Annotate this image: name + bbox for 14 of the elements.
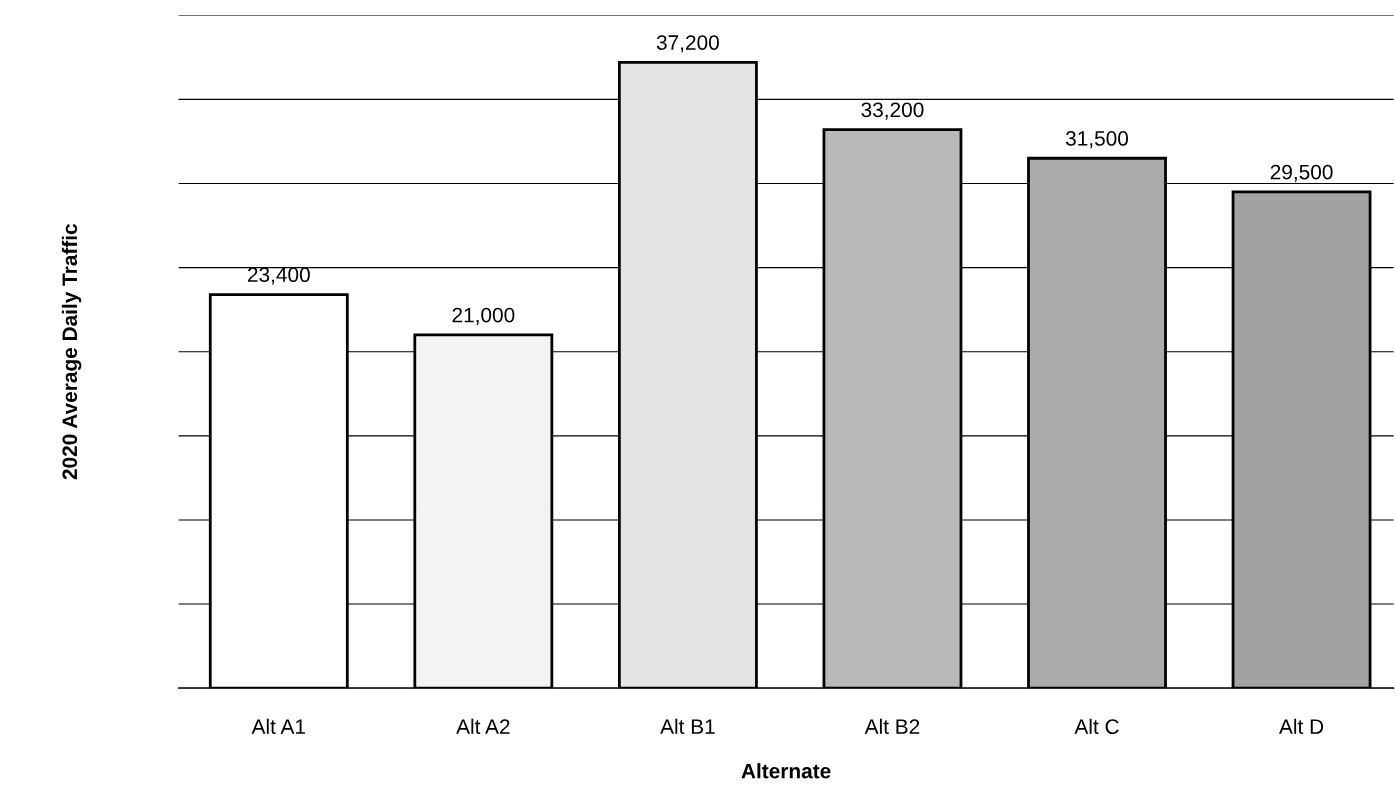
data-label: 21,000 bbox=[452, 307, 515, 325]
data-label: 33,200 bbox=[861, 102, 924, 120]
x-tick-label: Alt B1 bbox=[660, 718, 715, 734]
x-tick-label: Alt A2 bbox=[456, 718, 510, 734]
data-label: 23,400 bbox=[247, 267, 310, 285]
data-label: 29,500 bbox=[1270, 164, 1333, 182]
x-tick-label: Alt C bbox=[1074, 718, 1119, 735]
x-axis-title: Alternate bbox=[741, 763, 831, 779]
data-label: 37,200 bbox=[656, 35, 719, 53]
x-tick-label: Alt D bbox=[1279, 718, 1324, 734]
x-tick-label: Alt B2 bbox=[864, 718, 920, 734]
y-axis-title: 2020 Average Daily Traffic bbox=[61, 223, 82, 480]
data-label: 31,500 bbox=[1065, 131, 1129, 149]
x-tick-label: Alt A1 bbox=[251, 718, 305, 734]
